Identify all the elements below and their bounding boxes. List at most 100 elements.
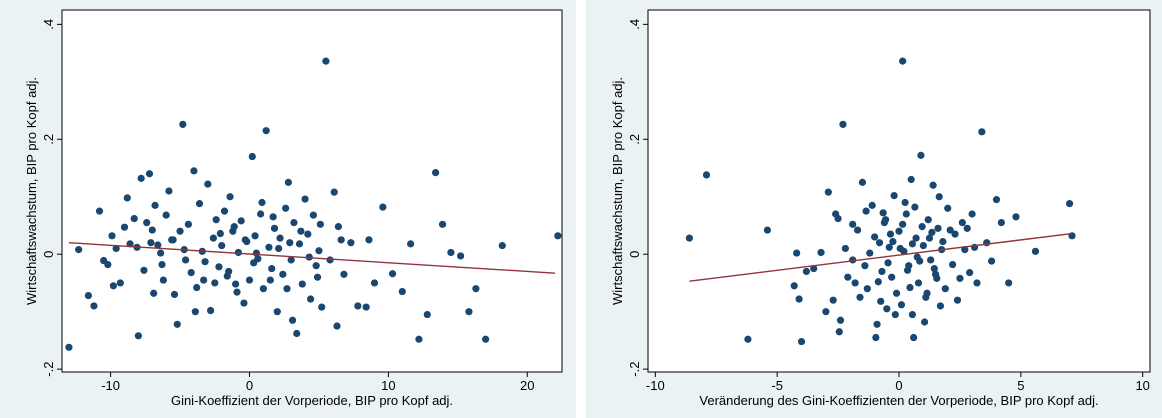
data-point <box>315 247 323 255</box>
data-point <box>170 290 179 299</box>
data-point <box>298 280 306 288</box>
data-point <box>944 204 952 212</box>
x-tick-label: 20 <box>520 378 534 393</box>
data-point <box>885 243 893 251</box>
data-point <box>968 210 976 218</box>
data-point <box>906 283 914 292</box>
data-point <box>935 193 943 201</box>
data-point <box>924 216 932 224</box>
data-point <box>313 273 322 281</box>
y-tick-label: .2 <box>41 134 56 145</box>
data-point <box>137 174 145 182</box>
data-point <box>95 207 104 215</box>
data-point <box>301 195 309 203</box>
data-point <box>193 283 201 292</box>
data-point <box>897 301 906 309</box>
data-point <box>84 291 92 300</box>
data-point <box>226 193 234 201</box>
data-point <box>934 224 942 232</box>
plot-area <box>647 9 1151 373</box>
y-tick-label: 0 <box>41 251 56 258</box>
scatter-plot-left: -10 0 10 20 -.2 0 .2 .4 Gini-Koeffizient der Vor… <box>24 9 563 408</box>
data-point <box>322 57 330 65</box>
data-point <box>104 260 112 269</box>
data-point <box>925 234 934 242</box>
data-point <box>287 256 295 264</box>
data-point <box>923 289 931 297</box>
data-point <box>896 244 904 253</box>
data-point <box>75 246 83 254</box>
data-point <box>886 230 895 238</box>
data-point <box>207 306 215 315</box>
data-point <box>953 296 962 304</box>
data-point <box>862 207 870 215</box>
data-point <box>829 296 837 304</box>
data-point <box>126 240 134 248</box>
data-point <box>187 268 195 277</box>
data-point <box>868 201 876 209</box>
data-point <box>290 219 298 227</box>
data-point <box>875 239 884 247</box>
data-point <box>240 299 248 307</box>
data-point <box>295 240 304 248</box>
data-point <box>930 264 938 273</box>
data-point <box>169 236 177 244</box>
data-point <box>810 264 818 273</box>
data-point <box>347 239 355 247</box>
data-point <box>907 175 915 184</box>
data-point <box>891 310 899 319</box>
data-point <box>465 308 473 316</box>
y-tick-label: 0 <box>627 251 642 258</box>
data-point <box>919 241 927 250</box>
data-point <box>888 273 896 281</box>
data-point <box>928 228 936 236</box>
data-point <box>266 276 274 284</box>
data-point <box>908 240 917 248</box>
data-point <box>958 219 966 227</box>
data-point <box>902 210 910 218</box>
data-point <box>250 259 258 267</box>
plot-area <box>61 9 563 373</box>
data-point <box>190 167 198 175</box>
data-point <box>116 279 124 287</box>
fitted-line <box>689 232 1073 282</box>
data-point <box>304 230 312 238</box>
data-point <box>90 302 98 310</box>
data-point <box>763 226 772 234</box>
data-point <box>883 305 891 313</box>
data-point <box>889 237 897 246</box>
data-point <box>140 266 148 274</box>
data-point <box>65 343 73 351</box>
data-point <box>211 279 219 287</box>
data-point <box>890 191 898 200</box>
data-point <box>917 151 925 159</box>
data-point <box>259 285 267 293</box>
data-point <box>858 178 867 186</box>
data-point <box>340 270 348 278</box>
data-point <box>157 249 165 257</box>
data-point <box>1005 279 1013 287</box>
data-point <box>836 316 845 324</box>
data-point <box>916 257 924 265</box>
data-point <box>910 333 918 342</box>
data-point <box>797 337 806 346</box>
data-point <box>899 57 907 65</box>
data-point <box>288 316 297 324</box>
data-point <box>744 335 752 343</box>
data-point <box>334 223 342 231</box>
data-point <box>273 308 281 316</box>
data-point <box>834 214 842 223</box>
data-point <box>927 256 935 264</box>
data-point <box>790 282 798 290</box>
data-point <box>851 279 859 287</box>
data-point <box>251 232 259 240</box>
data-point <box>225 267 233 276</box>
data-point <box>822 308 830 316</box>
x-tick-label: -10 <box>101 378 120 393</box>
x-tick-label: 0 <box>246 378 253 393</box>
data-point <box>966 268 974 277</box>
data-point <box>861 262 869 270</box>
data-point <box>154 241 162 249</box>
data-point <box>920 318 929 326</box>
data-point <box>884 259 892 267</box>
